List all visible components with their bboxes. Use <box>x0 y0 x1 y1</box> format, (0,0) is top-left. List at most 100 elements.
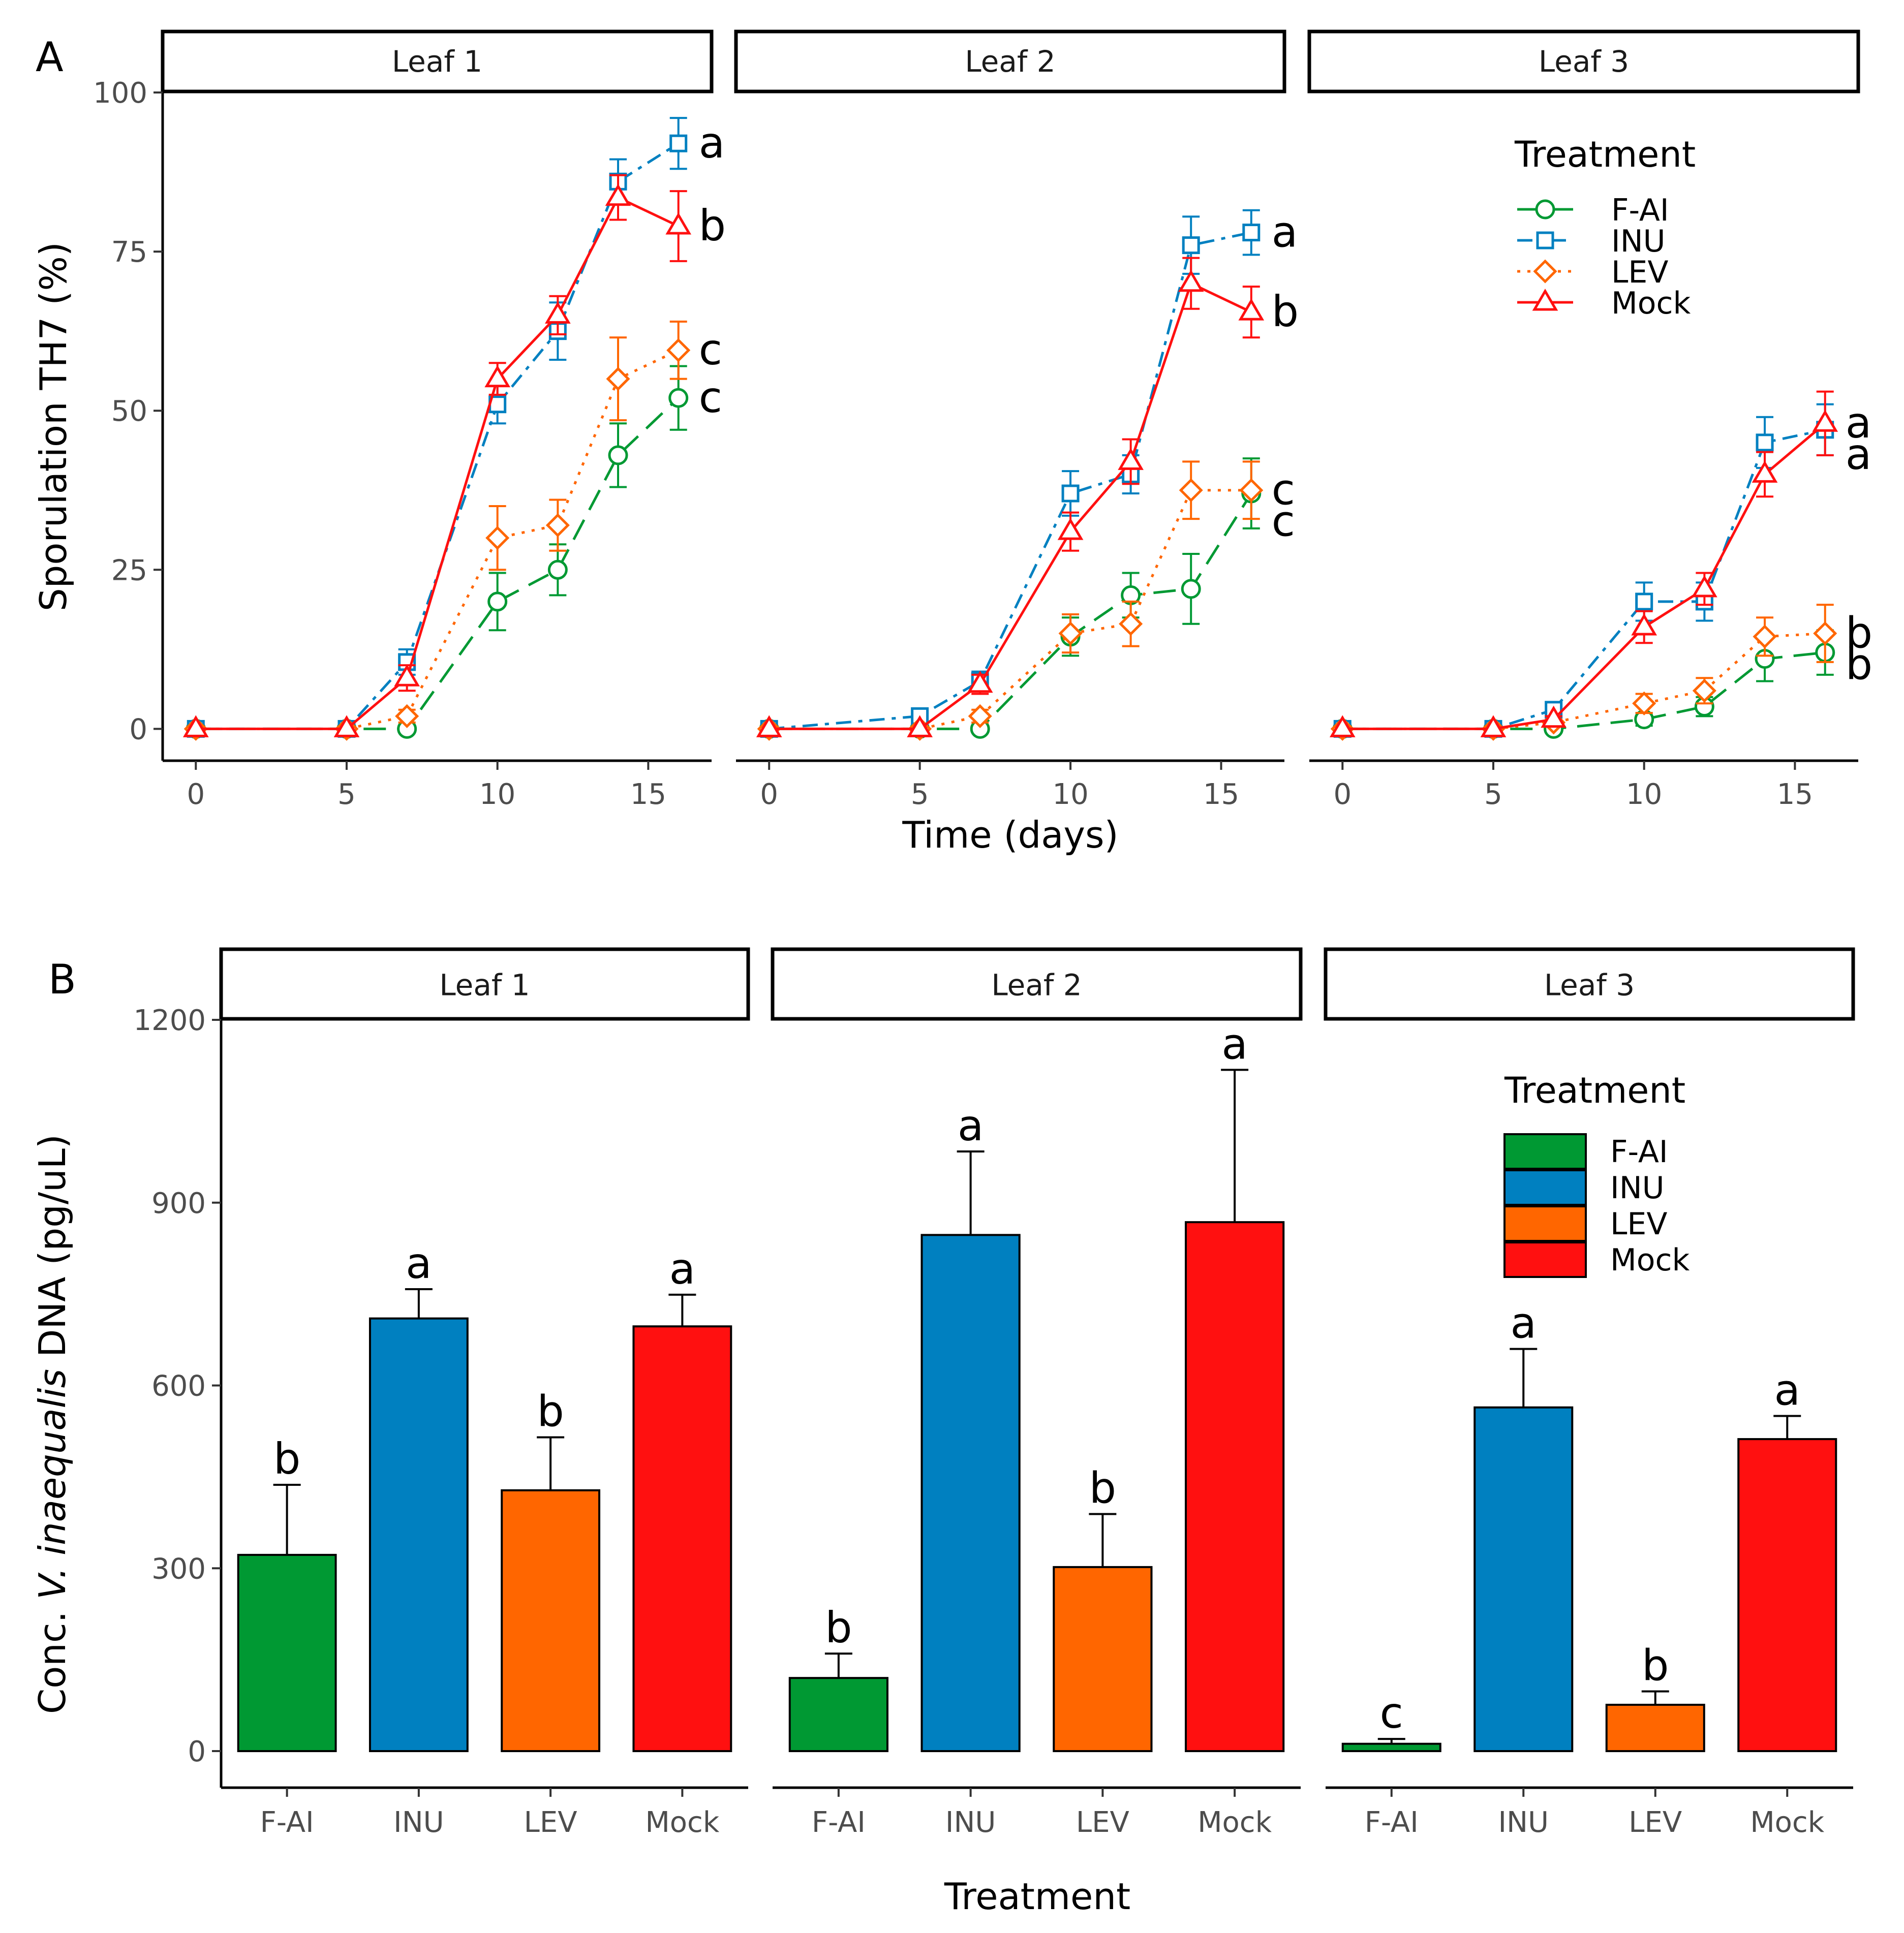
x-tick-label: Mock <box>1197 1806 1272 1839</box>
y-axis-title-species: V. inaequalis <box>31 1369 74 1600</box>
marker-triangle <box>484 365 511 388</box>
legend-marker <box>1532 289 1558 311</box>
significance-letter: b <box>537 1386 564 1436</box>
x-tick-label: 10 <box>479 778 515 811</box>
x-tick-label: INU <box>945 1806 996 1839</box>
marker-triangle <box>1118 448 1144 470</box>
x-tick-label: Mock <box>645 1806 719 1839</box>
significance-letter: b <box>1089 1463 1116 1513</box>
marker-square <box>669 134 688 152</box>
marker-square <box>1756 433 1774 452</box>
error-bar <box>1089 1513 1117 1567</box>
bar-mock <box>1185 1221 1285 1753</box>
bar-f-ai <box>788 1677 888 1753</box>
marker-diamond <box>1632 691 1656 715</box>
marker-circle <box>487 591 508 612</box>
error-bar <box>668 1293 696 1327</box>
marker-square <box>1061 484 1080 503</box>
error-bar <box>1221 1069 1249 1223</box>
y-tick-label: 0 <box>188 1735 206 1768</box>
y-tick-label: 1200 <box>133 1004 206 1037</box>
legend-title: Treatment <box>1514 134 1696 175</box>
marker-diamond <box>1179 478 1203 503</box>
x-tick-label: 15 <box>1777 778 1813 811</box>
panel-a-label: A <box>36 34 64 81</box>
facet-a-leaf-1: Leaf 1 0 5 10 15 0 25 50 75 100 ab cc <box>93 29 726 811</box>
legend-marker <box>1536 231 1554 250</box>
strip-label: Leaf 3 <box>1544 968 1635 1003</box>
legend-label-inu: INU <box>1611 224 1666 259</box>
error-bar <box>1510 1348 1538 1408</box>
marker-diamond <box>1239 478 1264 503</box>
facet-a-leaf-3: Leaf 3 0 5 10 15 aa bb <box>1307 29 1872 811</box>
bar-lev <box>1053 1566 1153 1753</box>
marker-diamond <box>606 367 630 391</box>
marker-triangle <box>665 212 692 235</box>
significance-letter: c <box>1272 496 1295 546</box>
significance-letter: c <box>699 325 722 375</box>
x-tick-label: 15 <box>630 778 666 811</box>
x-tick-label: LEV <box>1076 1806 1129 1839</box>
marker-diamond <box>1753 625 1777 649</box>
legend-label-mock: Mock <box>1610 1242 1690 1278</box>
y-tick-label: 900 <box>151 1187 206 1220</box>
significance-letter: b <box>1846 608 1872 658</box>
bar-lev <box>1605 1703 1705 1753</box>
legend-label-lev: LEV <box>1611 255 1668 290</box>
y-tick-label: 300 <box>151 1552 206 1585</box>
significance-letter: a <box>669 1244 695 1294</box>
legend-swatch-f-ai <box>1503 1133 1587 1170</box>
x-axis-title: Time (days) <box>902 814 1118 856</box>
marker-triangle <box>333 715 360 737</box>
significance-letter: a <box>1846 429 1871 479</box>
x-tick-label: 0 <box>187 778 205 811</box>
marker-triangle <box>907 715 933 737</box>
x-tick-label: Mock <box>1750 1806 1824 1839</box>
x-tick-label: INU <box>393 1806 444 1839</box>
series-inu <box>760 209 1261 738</box>
y-tick-label: 0 <box>129 713 147 746</box>
x-tick-label: 10 <box>1626 778 1662 811</box>
legend-label-mock: Mock <box>1611 286 1691 321</box>
marker-triangle <box>545 301 571 324</box>
significance-letter: a <box>1774 1365 1800 1415</box>
x-tick-label: 0 <box>1333 778 1352 811</box>
strip-label: Leaf 1 <box>439 968 530 1003</box>
series-mock <box>182 174 692 737</box>
marker-diamond <box>666 338 691 362</box>
significance-letter: b <box>273 1434 300 1484</box>
strip-box <box>1324 947 1855 1021</box>
significance-letter: a <box>1511 1298 1537 1348</box>
legend-swatch-mock <box>1503 1241 1587 1278</box>
marker-circle <box>1181 579 1201 599</box>
error-bar <box>273 1483 301 1555</box>
strip-label: Leaf 2 <box>965 44 1055 79</box>
significance-letter: a <box>1272 207 1298 257</box>
y-tick-label: 600 <box>151 1370 206 1403</box>
significance-letter: a <box>1221 1019 1247 1069</box>
marker-circle <box>668 388 689 408</box>
marker-triangle <box>756 715 782 737</box>
legend-title: Treatment <box>1504 1070 1685 1111</box>
significance-letter: b <box>1846 640 1872 690</box>
bar-f-ai <box>237 1553 337 1753</box>
x-tick-label: INU <box>1498 1806 1549 1839</box>
marker-triangle <box>967 670 993 693</box>
error-bar <box>957 1150 985 1235</box>
x-tick-label: LEV <box>524 1806 577 1839</box>
x-axis-title: Treatment <box>944 1875 1130 1918</box>
significance-letter: a <box>958 1101 984 1150</box>
bar-mock <box>632 1325 732 1753</box>
marker-triangle <box>1057 518 1084 540</box>
y-tick-label: 75 <box>111 236 147 269</box>
y-tick-label: 100 <box>93 77 147 110</box>
facet-b-leaf-1: Leaf 1 0 300 600 900 1200 b F-AI a INU b LEV a Mock <box>133 947 750 1839</box>
marker-triangle <box>1329 715 1356 737</box>
significance-letter: a <box>699 118 725 168</box>
marker-diamond <box>1813 621 1837 646</box>
significance-letter: c <box>699 372 722 422</box>
legend-label-inu: INU <box>1610 1170 1665 1206</box>
strip-label: Leaf 3 <box>1539 44 1629 79</box>
